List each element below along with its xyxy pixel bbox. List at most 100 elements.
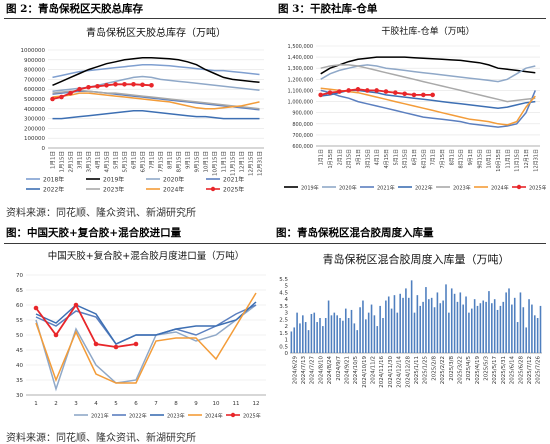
series-point — [393, 90, 398, 95]
series-line — [52, 57, 260, 86]
x-tick-label: 4月1日 — [375, 149, 381, 165]
bar — [499, 305, 502, 353]
bar — [525, 327, 527, 353]
y-tick-label: 200000 — [24, 126, 45, 132]
bar — [347, 318, 350, 353]
legend-label: 2021年 — [91, 413, 109, 420]
x-tick-label: 2024/10/19 — [362, 356, 368, 388]
series-point — [421, 92, 426, 98]
bar — [436, 292, 439, 353]
x-tick-label: 10月1日 — [487, 149, 493, 169]
y-tick-label: 600,000 — [292, 144, 313, 150]
x-tick-label: 8月15日 — [459, 149, 465, 169]
legend-label: 2022年 — [43, 186, 64, 194]
x-tick-label: 8月1日 — [167, 151, 174, 169]
x-tick-label: 1月1日 — [50, 151, 57, 169]
bar — [493, 299, 496, 353]
series-point — [346, 88, 351, 93]
bar — [350, 309, 353, 353]
bar — [307, 330, 310, 353]
x-tick-label: 2025/6/14 — [510, 356, 516, 385]
y-tick-label: 45 — [16, 348, 23, 354]
y-tick-label: 65 — [16, 288, 23, 294]
series-line — [35, 292, 257, 384]
x-tick-label: 6月15日 — [140, 151, 147, 173]
series-line — [35, 303, 137, 348]
x-tick-label: 2025/7/26 — [536, 356, 542, 385]
bar — [407, 297, 410, 353]
series-point — [68, 90, 73, 96]
x-tick-label: 9月15日 — [194, 151, 201, 173]
figure-2-title: 图 2：青岛保税区天胶总库存 — [6, 3, 143, 15]
bar — [296, 312, 298, 353]
bar — [536, 318, 539, 353]
x-tick-label: 2025/5/3 — [484, 356, 490, 381]
x-tick-label: 3月15日 — [86, 151, 93, 173]
bar — [410, 280, 413, 353]
x-tick-label: 9 — [194, 401, 198, 407]
bar — [316, 322, 318, 353]
legend-marker — [230, 412, 236, 418]
bar — [425, 287, 427, 353]
y-tick-label: 600000 — [24, 87, 45, 93]
legend-marker — [210, 186, 216, 192]
series-line — [52, 110, 260, 120]
bar — [419, 305, 422, 353]
bar — [319, 318, 321, 353]
bar — [445, 284, 447, 353]
bar — [470, 308, 473, 353]
bar — [422, 301, 424, 353]
chart-qingdao-total-inventory: 青岛保税区天胶总库存（万吨） 0 100000 200000 300000 400000 5… — [4, 20, 270, 196]
legend-label: 2022年 — [129, 413, 147, 420]
bar — [476, 305, 479, 353]
bar — [485, 301, 487, 353]
x-tick-label: 11月15日 — [230, 151, 237, 176]
x-tick-label: 2025/3/8 — [449, 356, 455, 381]
x-tick-label: 10 — [213, 401, 220, 407]
x-tick-label: 2025/4/19 — [475, 356, 481, 385]
middle-separator — [4, 243, 546, 244]
x-tick-label: 11 — [233, 401, 240, 407]
series-point — [402, 91, 407, 97]
x-tick-label: 3月1日 — [356, 149, 362, 165]
bar — [393, 295, 396, 353]
y-tick-label: 1000000 — [21, 48, 46, 54]
x-tick-label: 7月15日 — [158, 151, 165, 173]
series-point — [86, 84, 91, 90]
x-tick-label: 2024/9/21 — [344, 356, 350, 384]
bar — [496, 309, 499, 353]
y-tick-label: 1,200,000 — [288, 77, 313, 83]
x-tick-label: 2024/6/29 — [292, 356, 298, 385]
chart-title: 青岛保税区混合胶周度入库量（万吨） — [323, 252, 510, 266]
chart-title: 青岛保税区天胶总库存（万吨） — [86, 26, 226, 39]
x-tick-label: 10月1日 — [203, 151, 210, 173]
series-point — [411, 92, 417, 98]
bar — [353, 323, 356, 353]
x-tick-label: 2025/2/22 — [440, 356, 446, 384]
bar — [302, 315, 304, 353]
bar — [379, 305, 381, 353]
legend-label: 2023年 — [167, 413, 185, 420]
figure-3-title: 图 3：干胶社库-仓单 — [278, 3, 378, 15]
x-tick-label: 6 — [134, 401, 138, 407]
series-point — [93, 341, 99, 347]
legend-label: 2018年 — [43, 176, 64, 184]
bar — [324, 318, 327, 353]
bar — [522, 307, 525, 353]
x-tick-label: 5 — [114, 401, 118, 407]
series-line — [35, 301, 257, 345]
bar — [448, 312, 450, 353]
y-tick-label: 2 — [285, 324, 289, 330]
x-tick-label: 3 — [74, 401, 78, 407]
figure-import-title: 图：中国天胶+复合胶+混合胶进口量 — [6, 227, 182, 239]
bar — [405, 288, 407, 353]
figure-weekly-inbound-title: 图：青岛保税区混合胶周度入库量 — [276, 227, 434, 239]
series-point — [50, 96, 55, 102]
bar — [450, 288, 453, 353]
series-point — [337, 89, 342, 94]
x-tick-label: 2024/11/2 — [371, 356, 377, 384]
x-tick-label: 2024/7/27 — [310, 356, 316, 385]
bar — [531, 304, 533, 353]
bar — [327, 300, 330, 353]
series-point — [95, 83, 100, 89]
